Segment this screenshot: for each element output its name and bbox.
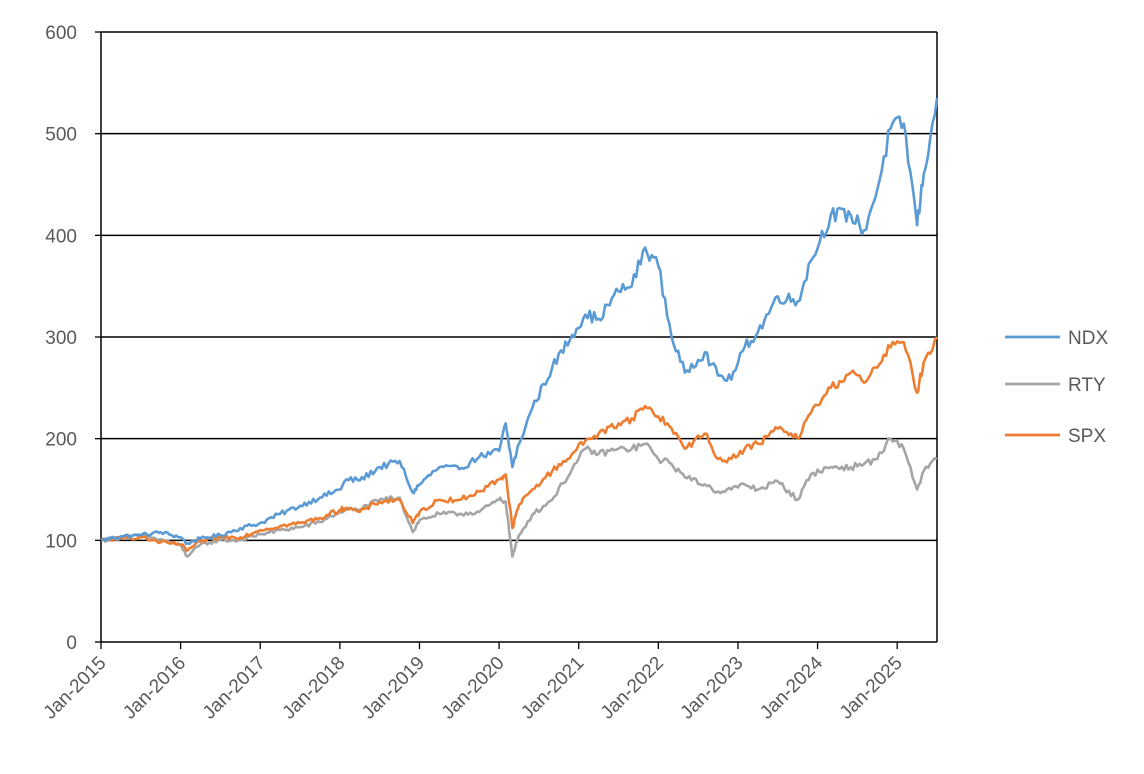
x-tick-label: Jan-2023 <box>677 653 748 724</box>
series-lines <box>100 97 939 558</box>
legend-label-ndx: NDX <box>1068 328 1108 349</box>
series-line-spx <box>100 336 939 552</box>
y-tick-label: 100 <box>45 531 77 552</box>
x-tick-label: Jan-2020 <box>438 653 509 724</box>
y-tick-label: 300 <box>45 328 77 349</box>
x-tick-label: Jan-2015 <box>40 653 111 724</box>
x-tick-label: Jan-2018 <box>279 653 350 724</box>
series-line-ndx <box>100 97 939 546</box>
x-tick-label: Jan-2025 <box>836 653 907 724</box>
y-tick-label: 500 <box>45 125 77 146</box>
legend: NDX RTY SPX <box>1005 328 1108 447</box>
x-tick-label: Jan-2016 <box>119 653 190 724</box>
axes <box>95 31 938 649</box>
legend-label-spx: SPX <box>1068 426 1106 447</box>
x-tick-label: Jan-2019 <box>358 653 429 724</box>
y-tick-label: 200 <box>45 430 77 451</box>
y-tick-label: 0 <box>66 633 77 654</box>
x-tick-label: Jan-2017 <box>199 653 270 724</box>
gridlines <box>101 132 937 542</box>
y-axis-tick-labels: 0 100 200 300 400 500 600 <box>45 23 77 654</box>
y-tick-label: 400 <box>45 226 77 247</box>
series-line-rty <box>100 437 938 558</box>
legend-label-rty: RTY <box>1068 375 1106 396</box>
x-tick-label: Jan-2024 <box>756 652 827 723</box>
x-tick-label: Jan-2022 <box>597 653 668 724</box>
y-tick-label: 600 <box>45 23 77 44</box>
x-axis-tick-labels: Jan-2015 Jan-2016 Jan-2017 Jan-2018 Jan-2019… <box>40 652 907 723</box>
x-tick-label: Jan-2021 <box>517 653 588 724</box>
